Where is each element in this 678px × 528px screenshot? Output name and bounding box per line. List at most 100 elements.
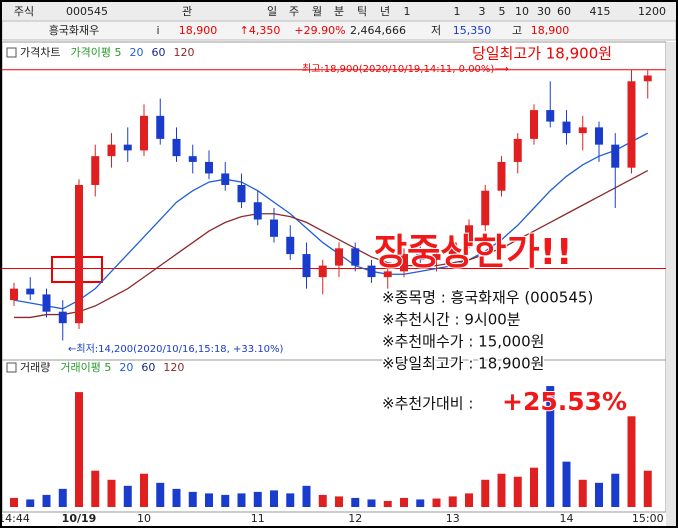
volume-bar (302, 485, 311, 507)
legend-entry: 60 (141, 361, 155, 374)
candle-body (10, 288, 18, 301)
toolbar-item[interactable]: 월 (312, 5, 322, 18)
volume-bar (172, 488, 181, 507)
toolbar-item: 18,900 (179, 24, 218, 37)
panel-icon (6, 362, 17, 373)
candle-body (627, 81, 636, 168)
volume-bar (432, 498, 441, 507)
info-line: ※추천매수가 : 15,000원 (382, 333, 544, 351)
panel-icon (6, 47, 17, 58)
volume-bar (42, 494, 51, 507)
volume-bar (383, 500, 392, 507)
candle-body (286, 236, 295, 255)
volume-bar (286, 493, 295, 507)
legend-entry: 20 (119, 361, 133, 374)
candle-body (497, 161, 506, 191)
candle-body (595, 127, 603, 145)
volume-bar (546, 386, 555, 507)
volume-bar (416, 499, 425, 507)
volume-bar (75, 392, 83, 507)
moving-average (14, 169, 649, 319)
volume-bar (237, 493, 246, 507)
toolbar-item[interactable]: 415 (590, 5, 611, 18)
volume-bar (578, 479, 587, 507)
toolbar-item[interactable]: 5 (499, 5, 506, 18)
info-line: ※당일최고가 : 18,900원 (382, 355, 544, 373)
volume-bar (188, 491, 197, 507)
toolbar-item: 저 (431, 24, 441, 37)
candle-body (123, 144, 132, 151)
toolbar-item[interactable]: 1 (454, 5, 461, 18)
volume-bar (91, 470, 100, 507)
candle-body (513, 138, 522, 162)
toolbar-item[interactable]: 1200 (638, 5, 666, 18)
toolbar-item[interactable]: 10 (515, 5, 529, 18)
candle-body (91, 156, 100, 185)
candle-body (611, 144, 620, 168)
volume-bar (253, 491, 262, 507)
candle-body (383, 271, 392, 278)
volume-bar (513, 476, 522, 507)
volume-bar (123, 485, 132, 507)
volume-bar (595, 482, 603, 507)
toolbar-item[interactable]: 30 (537, 5, 551, 18)
x-tick-label: 15:00 (632, 512, 664, 525)
candle-body (58, 311, 67, 324)
headline: 장중상한가!! (374, 232, 572, 273)
candle-body (416, 254, 425, 260)
x-tick-label: 10/19 (62, 512, 97, 525)
toolbar-item[interactable]: 000545 (66, 5, 108, 18)
candle-body (205, 161, 213, 174)
candle-body (270, 219, 278, 237)
toolbar-item[interactable]: 주식 (14, 5, 34, 18)
toolbar-item[interactable]: 년 (380, 5, 390, 18)
toolbar-item[interactable]: 관 (182, 5, 192, 18)
candle-body (351, 248, 360, 266)
info-line: ※추천가대비 : (382, 395, 473, 413)
toolbar-item[interactable]: 분 (334, 5, 344, 18)
toolbar-item[interactable]: 3 (479, 5, 486, 18)
high-title: 당일최고가 18,900원 (472, 45, 612, 63)
legend-title: 가격차트 (20, 46, 60, 59)
volume-bar (318, 494, 327, 507)
volume-bar (10, 497, 18, 507)
toolbar-item: i (156, 24, 159, 37)
candle-body (335, 248, 343, 266)
x-tick-label: 11 (251, 512, 265, 525)
legend-entry: 20 (129, 46, 143, 59)
legend-entry: 120 (163, 361, 184, 374)
toolbar-item[interactable]: 주 (289, 5, 299, 18)
legend-entry: 60 (151, 46, 165, 59)
candle-body (400, 254, 408, 272)
candle-body (530, 110, 538, 139)
candle-body (562, 121, 571, 134)
candle-body (237, 184, 246, 203)
volume-bar (530, 467, 538, 507)
x-tick-label: 10 (137, 512, 151, 525)
toolbar-item[interactable]: 60 (557, 5, 571, 18)
candle-body (465, 225, 473, 243)
toolbar-item[interactable]: 일 (267, 4, 277, 18)
candle-body (367, 265, 376, 278)
price-panel (2, 41, 667, 361)
legend-title: 거래량 (20, 361, 50, 374)
legend-entry: 거래이평 5 (60, 361, 111, 374)
candle-body (448, 242, 457, 255)
candle-body (156, 115, 165, 139)
gain: +25.53% (502, 387, 627, 416)
volume-bar (107, 479, 116, 507)
volume-bar (367, 499, 376, 507)
toolbar-item[interactable]: 틱 (357, 5, 367, 18)
candle-body (253, 202, 262, 220)
volume-bar (611, 473, 620, 507)
low-note: ←최저:14,200(2020/10/16,15:18, +33.10%) (68, 343, 284, 355)
legend-entry: 120 (173, 46, 194, 59)
volume-bar (58, 488, 67, 507)
candle-body (42, 294, 51, 312)
toolbar-item[interactable]: 1 (404, 5, 411, 18)
candle-body (432, 254, 441, 260)
toolbar-item: 2,464,666 (350, 24, 406, 37)
volume-bar (351, 497, 360, 507)
